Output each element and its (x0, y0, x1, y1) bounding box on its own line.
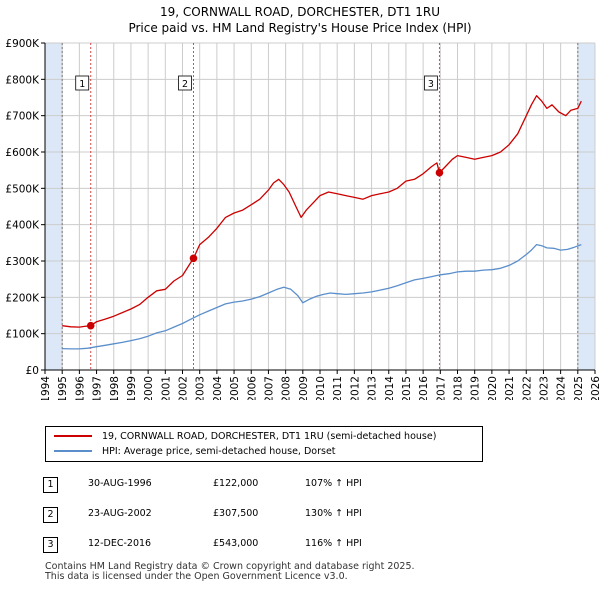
x-tick-label: 2021 (504, 376, 516, 400)
transaction-price: £543,000 (213, 538, 259, 549)
x-tick-label: 2017 (435, 376, 447, 400)
chart-title-line2: Price paid vs. HM Land Registry's House … (128, 21, 472, 35)
x-tick-label: 1998 (109, 376, 121, 400)
y-tick-label: £0 (26, 365, 39, 377)
x-tick-label: 2002 (178, 376, 190, 400)
transaction-date: 23-AUG-2002 (88, 508, 152, 519)
transaction-number: 1 (43, 477, 58, 493)
x-tick-label: 2024 (556, 376, 568, 400)
x-tick-label: 2020 (487, 376, 499, 400)
transaction-hpi: 130% ↑ HPI (305, 508, 362, 519)
y-tick-label: £300K (5, 256, 40, 268)
hpi-line-swatch (54, 450, 92, 452)
x-tick-label: 2015 (401, 376, 413, 400)
x-tick-label: 2022 (521, 376, 533, 400)
projection-shade (577, 43, 595, 370)
footer-copyright: Contains HM Land Registry data © Crown c… (45, 561, 415, 572)
footer-licence: This data is licensed under the Open Gov… (45, 571, 348, 582)
transaction-hpi: 107% ↑ HPI (305, 478, 362, 489)
x-tick-label: 2013 (367, 376, 379, 400)
projection-shade (45, 43, 63, 370)
x-tick-label: 2007 (263, 376, 275, 400)
x-tick-label: 2009 (298, 376, 310, 400)
transaction-number: 3 (43, 537, 58, 553)
y-tick-label: £200K (5, 292, 40, 304)
chart-title-line1: 19, CORNWALL ROAD, DORCHESTER, DT1 1RU (160, 5, 440, 19)
x-tick-label: 2000 (143, 376, 155, 400)
sale-point (189, 254, 198, 263)
x-tick-label: 1996 (74, 376, 86, 400)
footer-attribution: Contains HM Land Registry data © Crown c… (45, 562, 415, 582)
sale-marker-label: 2 (182, 79, 188, 90)
y-tick-label: £100K (5, 329, 40, 341)
y-tick-label: £600K (5, 147, 40, 159)
x-tick-label: 2008 (281, 376, 293, 400)
sale-point (435, 168, 444, 177)
sale-marker-label: 1 (79, 79, 85, 90)
price-chart: 1 2 3 £0 £100K £200K £300K £400K £500K £600K £700K… (5, 38, 600, 400)
transaction-date: 30-AUG-1996 (88, 478, 152, 489)
x-tick-label: 2006 (246, 376, 258, 400)
x-tick-label: 2025 (573, 376, 585, 400)
x-tick-label: 2004 (212, 376, 224, 400)
transaction-row: 1 30-AUG-1996 £122,000 107% ↑ HPI (43, 477, 543, 493)
hpi-line (62, 243, 582, 350)
legend-hpi-label: HPI: Average price, semi-detached house,… (102, 445, 336, 457)
legend-item-property: 19, CORNWALL ROAD, DORCHESTER, DT1 1RU (… (54, 429, 436, 443)
transaction-row: 3 12-DEC-2016 £543,000 116% ↑ HPI (43, 537, 543, 553)
x-tick-label: 2016 (418, 376, 430, 400)
y-tick-label: £800K (5, 74, 40, 86)
x-tick-label: 2010 (315, 376, 327, 400)
sale-marker-label: 3 (428, 79, 434, 90)
x-tick-label: 2012 (349, 376, 361, 400)
transaction-hpi: 116% ↑ HPI (305, 538, 362, 549)
sale-marker-box (178, 75, 192, 91)
transaction-price: £122,000 (213, 478, 259, 489)
x-tick-label: 2026 (590, 376, 600, 400)
y-tick-label: £700K (5, 111, 40, 123)
transaction-price: £307,500 (213, 508, 259, 519)
legend-property-label: 19, CORNWALL ROAD, DORCHESTER, DT1 1RU (… (102, 430, 437, 442)
transaction-row: 2 23-AUG-2002 £307,500 130% ↑ HPI (43, 507, 543, 523)
y-tick-label: £500K (5, 183, 40, 195)
x-tick-label: 2023 (538, 376, 550, 400)
x-tick-label: 2014 (384, 376, 396, 400)
property-price-line (62, 95, 582, 328)
x-tick-label: 1995 (57, 376, 69, 400)
x-tick-label: 2011 (332, 376, 344, 400)
x-tick-label: 2003 (195, 376, 207, 400)
chart-legend: 19, CORNWALL ROAD, DORCHESTER, DT1 1RU (… (45, 426, 483, 462)
sale-point (86, 321, 95, 330)
x-tick-label: 2019 (470, 376, 482, 400)
y-tick-label: £400K (5, 220, 40, 232)
x-tick-label: 2005 (229, 376, 241, 400)
legend-item-hpi: HPI: Average price, semi-detached house,… (54, 444, 336, 458)
sale-marker-box (75, 75, 90, 91)
transaction-date: 12-DEC-2016 (88, 538, 152, 549)
x-tick-label: 2001 (160, 376, 172, 400)
property-line-swatch (54, 435, 92, 437)
transaction-number: 2 (43, 507, 58, 523)
y-tick-label: £900K (5, 38, 40, 50)
sale-marker-box (424, 75, 438, 91)
x-tick-label: 1994 (40, 376, 52, 400)
x-tick-label: 1997 (92, 376, 104, 400)
x-tick-label: 2018 (453, 376, 465, 400)
x-tick-label: 1999 (126, 376, 138, 400)
